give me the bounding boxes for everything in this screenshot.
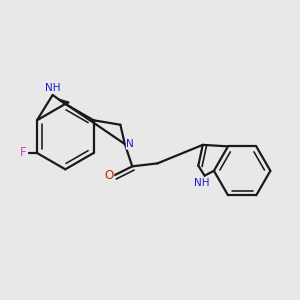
Text: F: F: [20, 146, 26, 160]
Text: O: O: [104, 169, 114, 182]
Text: NH: NH: [194, 178, 209, 188]
Text: N: N: [126, 139, 134, 149]
Text: NH: NH: [45, 83, 60, 94]
